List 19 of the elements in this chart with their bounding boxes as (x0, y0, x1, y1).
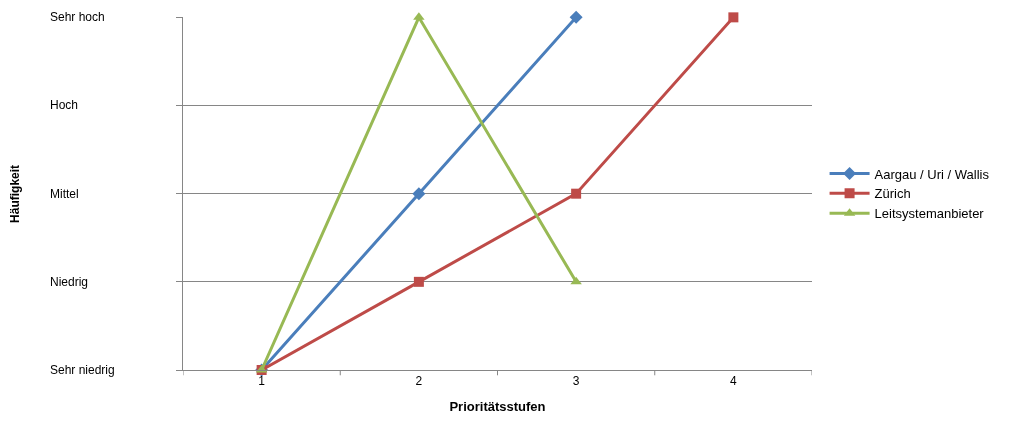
legend-label: Aargau / Uri / Wallis (874, 166, 990, 182)
text: Hoch (50, 98, 79, 112)
legend-label: Zürich (874, 186, 911, 202)
text: Sehr niedrig (50, 363, 115, 377)
point (569, 10, 583, 24)
point (412, 187, 426, 201)
text: Mittel (50, 187, 79, 201)
x-tick-label: 2 (415, 374, 423, 389)
x-axis-title: Prioritätsstufen (449, 399, 546, 414)
point (571, 188, 582, 199)
text: Niedrig (50, 275, 89, 289)
x-tick-label: 1 (258, 374, 266, 389)
point (413, 276, 424, 287)
text: Häufigkeit (7, 164, 22, 223)
text: Sehr hoch (50, 10, 105, 24)
x-tick-label: 3 (572, 374, 580, 389)
point (728, 12, 739, 23)
legend-label: Leitsystemanbieter (874, 206, 985, 222)
x-tick-label: 4 (730, 374, 738, 389)
